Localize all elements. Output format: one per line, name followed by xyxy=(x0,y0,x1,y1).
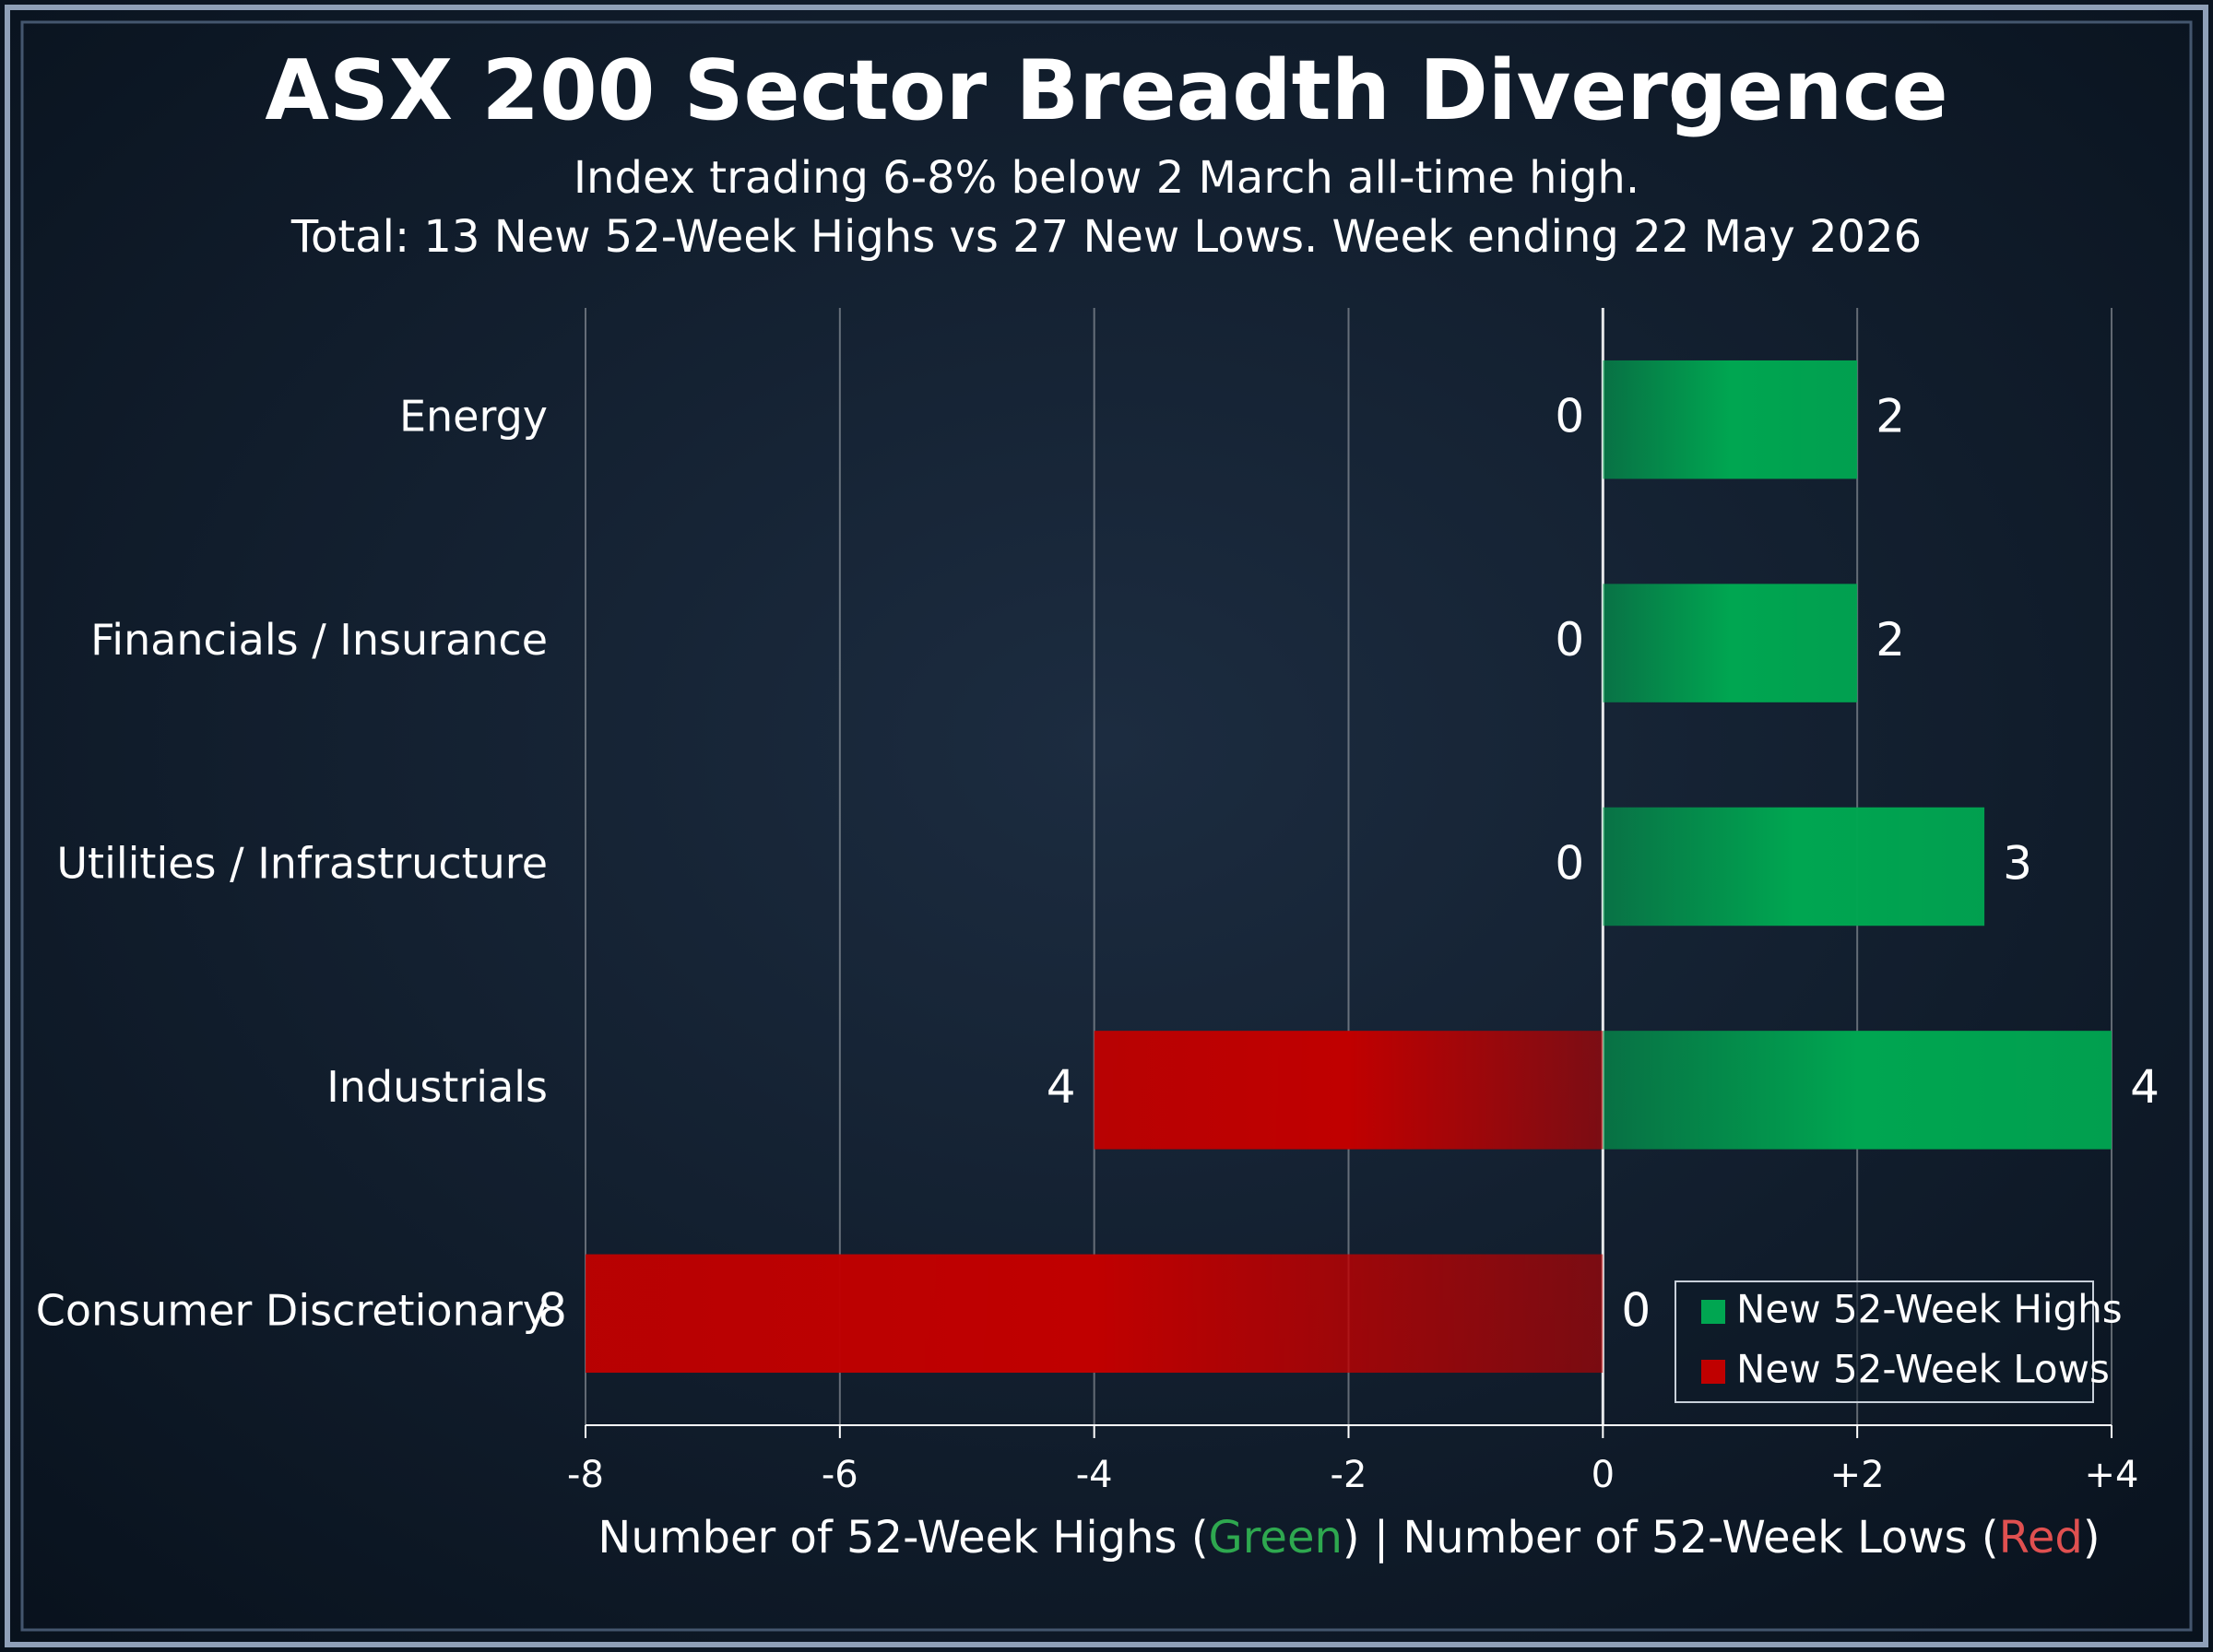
bar xyxy=(1603,584,1858,702)
value-label: 0 xyxy=(1621,1283,1651,1337)
frame xyxy=(5,5,2208,1647)
y-tick-label: Utilities / Infrastructure xyxy=(56,839,548,889)
legend-label: New 52-Week Highs xyxy=(1736,1287,2123,1332)
bar xyxy=(1603,360,1858,479)
x-tick-label: +2 xyxy=(1830,1454,1885,1496)
value-label: 2 xyxy=(1876,613,1905,667)
value-label: 0 xyxy=(1555,837,1584,891)
legend-swatch xyxy=(1701,1360,1725,1384)
chart-subtitle: Total: 13 New 52-Week Highs vs 27 New Lo… xyxy=(290,211,1922,263)
y-tick-label: Consumer Discretionary xyxy=(36,1285,548,1335)
legend-label: New 52-Week Lows xyxy=(1736,1347,2110,1392)
bar xyxy=(1094,1031,1604,1150)
x-axis-label: Number of 52-Week Highs (Green) | Number… xyxy=(598,1512,2100,1564)
chart-subtitle: Index trading 6-8% below 2 March all-tim… xyxy=(574,152,1639,204)
x-axis-label-part: Red xyxy=(1999,1512,2083,1564)
bar xyxy=(1603,807,1985,926)
x-tick-label: -4 xyxy=(1076,1454,1113,1496)
x-tick-label: -6 xyxy=(822,1454,858,1496)
value-label: 2 xyxy=(1876,390,1905,443)
y-tick-label: Energy xyxy=(399,392,548,442)
x-axis-label-part: ) xyxy=(2083,1512,2101,1564)
x-tick-label: 0 xyxy=(1592,1454,1615,1496)
chart-title: ASX 200 Sector Breadth Divergence xyxy=(265,42,1947,139)
bar xyxy=(586,1254,1604,1374)
x-tick-label: -2 xyxy=(1331,1454,1367,1496)
x-axis-label-part: Number of 52-Week Highs ( xyxy=(598,1512,1208,1564)
x-tick-label: -8 xyxy=(567,1454,604,1496)
bar xyxy=(1603,1031,2112,1150)
y-tick-label: Financials / Insurance xyxy=(90,615,548,665)
x-axis-label-part: Green xyxy=(1209,1512,1343,1564)
x-axis-label-part: ) | Number of 52-Week Lows ( xyxy=(1343,1512,1999,1564)
value-label: 0 xyxy=(1555,613,1584,667)
legend-box xyxy=(1675,1280,2094,1403)
value-label: 4 xyxy=(2130,1060,2160,1114)
legend-swatch xyxy=(1701,1300,1725,1324)
value-label: 0 xyxy=(1555,390,1584,443)
y-tick-label: Industrials xyxy=(326,1062,548,1112)
value-label: 8 xyxy=(538,1283,567,1337)
x-tick-label: +4 xyxy=(2085,1454,2139,1496)
value-label: 3 xyxy=(2003,837,2032,891)
inner-frame xyxy=(20,20,2193,1632)
value-label: 4 xyxy=(1047,1060,1076,1114)
